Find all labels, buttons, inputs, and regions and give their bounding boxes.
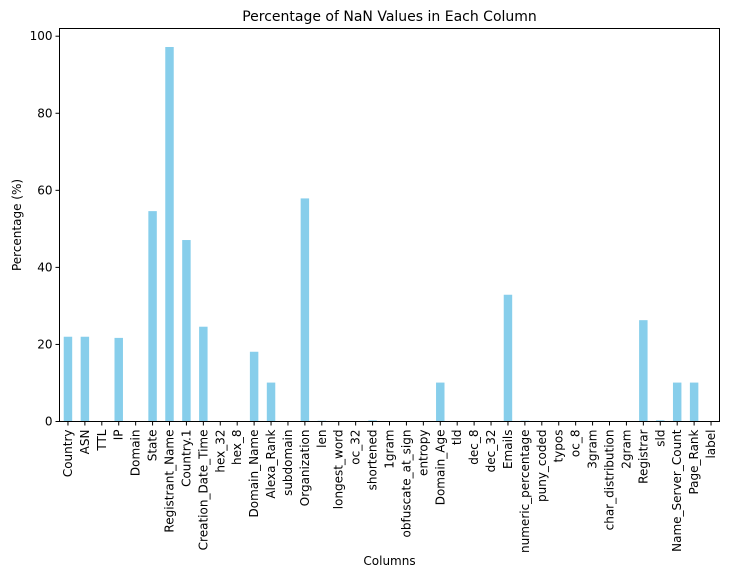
x-tick-label: dec_8 [467, 430, 481, 465]
x-tick-label: len [315, 430, 329, 448]
x-tick-label: hex_8 [230, 430, 244, 466]
x-tick-label: Country [61, 430, 75, 478]
x-tick-label: puny_coded [535, 430, 549, 503]
y-tick-label: 80 [37, 106, 52, 120]
y-axis: 0 20 40 60 80 100 [30, 29, 60, 429]
x-tick-label: dec_32 [484, 430, 498, 473]
x-tick-label: Registrar [636, 429, 650, 483]
x-tick-label: label [704, 430, 718, 459]
x-tick-label: Organization [298, 430, 312, 507]
bar-Registrar [639, 320, 648, 422]
y-axis-label: Percentage (%) [10, 179, 24, 271]
bar-State [148, 211, 157, 422]
bars-group [63, 46, 699, 422]
x-tick-label: subdomain [281, 430, 295, 496]
y-tick-label: 40 [37, 260, 52, 274]
bar-shortened [368, 420, 377, 422]
x-tick-label: Alexa_Rank [264, 429, 278, 498]
x-axis: Country ASN TTL IP Domain State Registrant_Nam… [61, 421, 718, 553]
bar-IP [114, 337, 123, 422]
x-tick-label: Country.1 [179, 430, 193, 487]
x-tick-label: Registrant_Name [163, 430, 177, 533]
bar-Registrant_Name [165, 46, 174, 422]
chart-title: Percentage of NaN Values in Each Column [242, 9, 537, 25]
x-tick-label: Domain [129, 430, 143, 477]
x-tick-label: 2gram [619, 430, 633, 469]
x-tick-label: oc_32 [349, 430, 363, 465]
x-tick-label: ASN [78, 430, 92, 455]
bar-Domain_Age [436, 382, 445, 422]
bar-Organization [300, 198, 310, 422]
x-tick-label: 1gram [383, 430, 397, 469]
x-tick-label: shortened [366, 430, 380, 491]
bar-Country [63, 336, 73, 422]
x-tick-label: Creation_Date_Time [196, 430, 210, 551]
bar-Domain_Name [249, 351, 259, 422]
plot-frame [59, 28, 720, 422]
x-tick-label: Emails [501, 430, 515, 470]
x-axis-label: Columns [363, 554, 415, 568]
x-tick-label: longest_word [332, 430, 346, 510]
x-tick-label: typos [552, 430, 566, 463]
bar-sld [656, 420, 665, 422]
x-tick-label: numeric_percentage [518, 430, 532, 553]
y-tick-label: 60 [37, 183, 52, 197]
y-tick-label: 20 [37, 337, 52, 351]
x-tick-label: obfuscate_at_sign [399, 430, 413, 538]
bar-Creation_Date_Time [199, 326, 208, 422]
x-tick-label: oc_8 [569, 430, 583, 458]
x-tick-label: 3gram [586, 430, 600, 469]
bar-Alexa_Rank [266, 382, 276, 422]
x-tick-label: TTL [95, 429, 109, 451]
bar-ASN [80, 336, 90, 422]
x-tick-label: IP [112, 430, 126, 441]
y-tick-label: 100 [30, 29, 53, 43]
bar-Page_Rank [689, 382, 699, 422]
x-tick-label: hex_32 [213, 430, 227, 473]
x-tick-label: Name_Server_Count [670, 429, 684, 552]
x-tick-label: Page_Rank [687, 429, 701, 494]
x-tick-label: sld [653, 430, 667, 447]
y-tick-label: 0 [45, 415, 53, 429]
x-tick-label: Domain_Name [247, 430, 261, 518]
x-tick-label: State [146, 430, 160, 462]
bar-Name_Server_Count [672, 382, 682, 422]
bar-Country.1 [182, 240, 191, 422]
bar-Emails [503, 294, 513, 422]
x-tick-label: tld [450, 430, 464, 446]
x-tick-label: entropy [416, 430, 430, 476]
x-tick-label: char_distribution [603, 430, 617, 531]
x-tick-label: Domain_Age [433, 430, 447, 506]
